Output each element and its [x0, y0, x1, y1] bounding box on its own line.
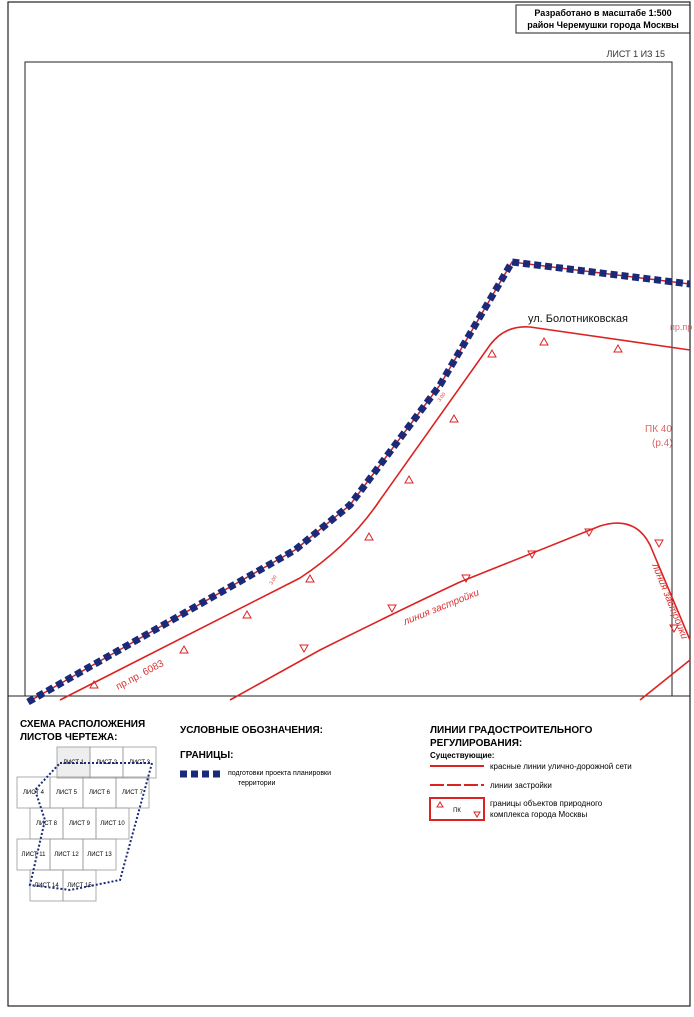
legend-nature-symbol	[429, 797, 485, 821]
legend-text: комплекса города Москвы	[490, 810, 587, 819]
scheme-title: ЛИСТОВ ЧЕРТЕЖА:	[20, 732, 117, 743]
legend-title: УСЛОВНЫЕ ОБОЗНАЧЕНИЯ:	[180, 725, 323, 736]
sheet-number: ЛИСТ 1 ИЗ 15	[607, 49, 666, 59]
sheet-cell	[82, 838, 117, 871]
legend-subtitle: ГРАНИЦЫ:	[180, 750, 234, 761]
sheet-label: ЛИСТ 7	[122, 790, 144, 796]
picket-label: ПК 40	[645, 424, 672, 435]
header-district: район Черемушки города Москвы	[527, 20, 679, 30]
regulation-subtitle: Существующие:	[430, 751, 494, 760]
scheme-boundary	[28, 762, 154, 892]
sheet-label: ЛИСТ 3	[129, 760, 151, 766]
scheme-title: СХЕМА РАСПОЛОЖЕНИЯ	[20, 719, 145, 730]
passage-label: пр.пр	[670, 322, 692, 332]
legend-nature-markers	[436, 801, 481, 818]
dimension-label: 3.00	[437, 392, 448, 404]
regulation-title: ЛИНИИ ГРАДОСТРОИТЕЛЬНОГО	[430, 725, 593, 736]
boundary-markers	[89, 336, 679, 689]
sheet-label: ЛИСТ 15	[67, 883, 92, 889]
sheet-label: ЛИСТ 5	[56, 790, 78, 796]
sheet-label: ЛИСТ 2	[96, 760, 118, 766]
dimension-label: 3.00	[269, 574, 279, 586]
header-scale: Разработано в масштабе 1:500	[534, 8, 671, 18]
regulation-title: РЕГУЛИРОВАНИЯ:	[430, 738, 522, 749]
sheet-label: ЛИСТ 6	[89, 790, 111, 796]
sheet-label: ЛИСТ 12	[54, 852, 79, 858]
nature-boundary	[229, 522, 691, 701]
sheet-cell	[122, 746, 157, 779]
sheet-cell	[115, 776, 150, 809]
sheet-label: ЛИСТ 13	[87, 852, 112, 858]
planning-boundary	[26, 258, 691, 706]
outer-frame	[7, 1, 691, 1007]
legend-code: ПК	[453, 808, 461, 814]
sheet-label: ЛИСТ 8	[36, 821, 58, 827]
sheet-label: ЛИСТ 14	[34, 883, 59, 889]
sheet-label: ЛИСТ 11	[22, 852, 47, 858]
legend-text: границы объектов природного	[490, 799, 603, 808]
legend-text: линии застройки	[490, 781, 552, 790]
red-line-street	[59, 326, 691, 701]
header-box	[515, 4, 691, 34]
sheet-label: ЛИСТ 10	[100, 821, 125, 827]
street-label: ул. Болотниковская	[528, 313, 628, 325]
legend-text: подготовки проекта планировки	[228, 770, 331, 777]
picket-note: (р.4)	[652, 438, 673, 449]
sheet-label: ЛИСТ 9	[69, 821, 91, 827]
nature-boundary	[639, 659, 691, 701]
legend-text: территории	[238, 780, 276, 787]
legend-text: красные линии улично-дорожной сети	[490, 762, 632, 771]
sheet-label: ЛИСТ 4	[23, 790, 45, 796]
